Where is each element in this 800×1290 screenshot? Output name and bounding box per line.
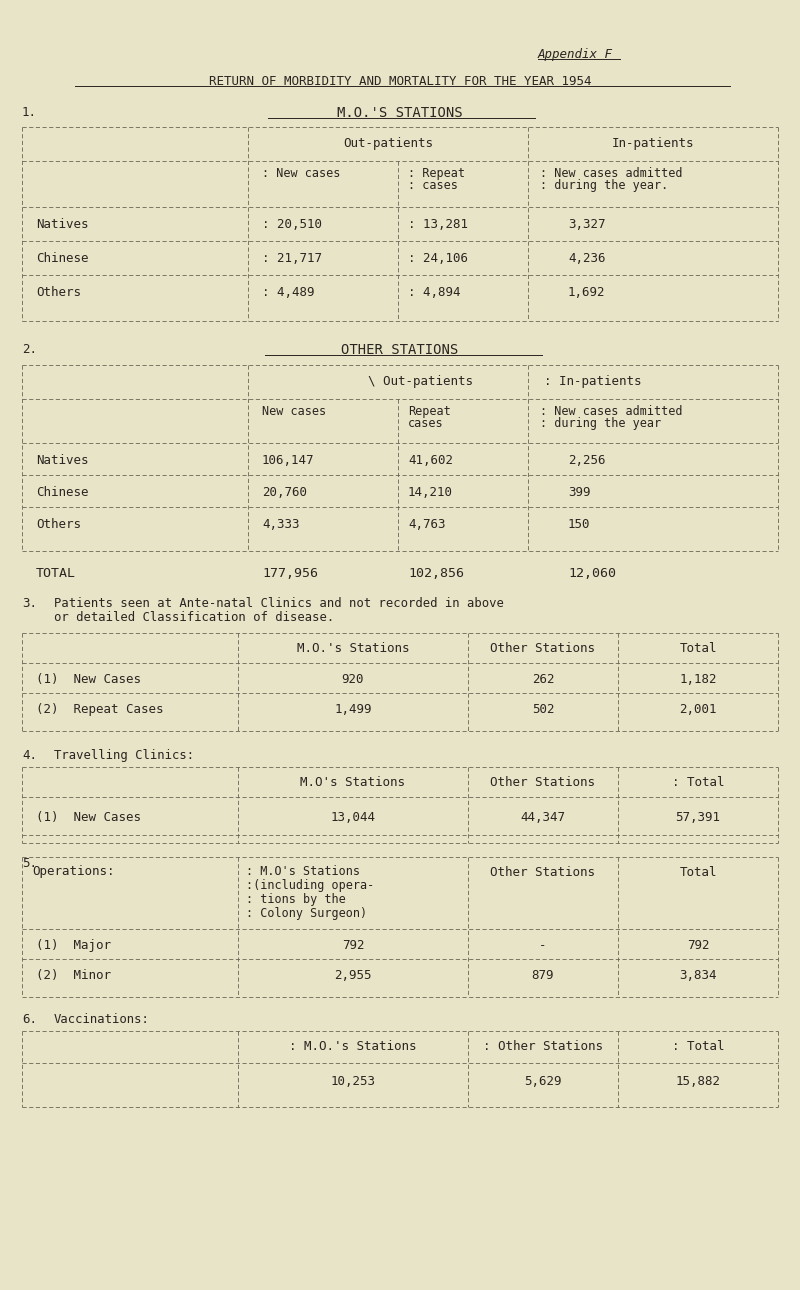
Text: : 24,106: : 24,106: [408, 252, 468, 264]
Text: 13,044: 13,044: [330, 811, 375, 824]
Text: Others: Others: [36, 286, 81, 299]
Text: 1,499: 1,499: [334, 703, 372, 716]
Text: : Total: : Total: [672, 777, 724, 789]
Text: : during the year.: : during the year.: [540, 179, 668, 192]
Text: : Colony Surgeon): : Colony Surgeon): [246, 907, 367, 920]
Text: TOTAL: TOTAL: [36, 568, 76, 580]
Text: 1,692: 1,692: [568, 286, 606, 299]
Text: Other Stations: Other Stations: [490, 777, 595, 789]
Text: RETURN OF MORBIDITY AND MORTALITY FOR THE YEAR 1954: RETURN OF MORBIDITY AND MORTALITY FOR TH…: [209, 75, 591, 88]
Text: 57,391: 57,391: [675, 811, 721, 824]
Text: 3,327: 3,327: [568, 218, 606, 231]
Text: (1)  New Cases: (1) New Cases: [36, 673, 141, 686]
Text: (1)  New Cases: (1) New Cases: [36, 811, 141, 824]
Text: Others: Others: [36, 519, 81, 531]
Text: 150: 150: [568, 519, 590, 531]
Text: 41,602: 41,602: [408, 454, 453, 467]
Text: : New cases admitted: : New cases admitted: [540, 405, 682, 418]
Text: Out-patients: Out-patients: [343, 137, 433, 150]
Text: 792: 792: [686, 939, 710, 952]
Text: Other Stations: Other Stations: [490, 642, 595, 655]
Text: : 4,894: : 4,894: [408, 286, 461, 299]
Text: : M.O.'s Stations: : M.O.'s Stations: [290, 1040, 417, 1053]
Text: 6.: 6.: [22, 1013, 37, 1026]
Text: : Other Stations: : Other Stations: [483, 1040, 603, 1053]
Text: 1,182: 1,182: [679, 673, 717, 686]
Text: 10,253: 10,253: [330, 1075, 375, 1087]
Text: 4,763: 4,763: [408, 519, 446, 531]
Text: : 20,510: : 20,510: [262, 218, 322, 231]
Text: : M.O's Stations: : M.O's Stations: [246, 866, 360, 878]
Text: 399: 399: [568, 486, 590, 499]
Text: New cases: New cases: [262, 405, 326, 418]
Text: Total: Total: [679, 642, 717, 655]
Text: 2,256: 2,256: [568, 454, 606, 467]
Text: Total: Total: [679, 866, 717, 878]
Text: 5.: 5.: [22, 857, 37, 869]
Text: Vaccinations:: Vaccinations:: [54, 1013, 150, 1026]
Text: 4.: 4.: [22, 749, 37, 762]
Text: (2)  Repeat Cases: (2) Repeat Cases: [36, 703, 163, 716]
Text: 106,147: 106,147: [262, 454, 314, 467]
Text: 44,347: 44,347: [521, 811, 566, 824]
Text: 879: 879: [532, 969, 554, 982]
Text: Natives: Natives: [36, 454, 89, 467]
Text: Travelling Clinics:: Travelling Clinics:: [54, 749, 194, 762]
Text: cases: cases: [408, 417, 444, 430]
Text: : cases: : cases: [408, 179, 458, 192]
Text: Chinese: Chinese: [36, 486, 89, 499]
Text: Other Stations: Other Stations: [490, 866, 595, 878]
Text: 12,060: 12,060: [568, 568, 616, 580]
Text: 102,856: 102,856: [408, 568, 464, 580]
Text: : during the year: : during the year: [540, 417, 661, 430]
Text: : 4,489: : 4,489: [262, 286, 314, 299]
Text: M.O.'s Stations: M.O.'s Stations: [297, 642, 410, 655]
Text: 2,001: 2,001: [679, 703, 717, 716]
Text: (1)  Major: (1) Major: [36, 939, 111, 952]
Text: 792: 792: [342, 939, 364, 952]
Text: 262: 262: [532, 673, 554, 686]
Text: Appendix F: Appendix F: [538, 48, 613, 61]
Text: M.O.'S STATIONS: M.O.'S STATIONS: [337, 106, 463, 120]
Text: 15,882: 15,882: [675, 1075, 721, 1087]
Text: : 21,717: : 21,717: [262, 252, 322, 264]
Text: :(including opera-: :(including opera-: [246, 878, 374, 891]
Text: -: -: [539, 939, 546, 952]
Text: 2.: 2.: [22, 343, 37, 356]
Text: 2,955: 2,955: [334, 969, 372, 982]
Text: 4,236: 4,236: [568, 252, 606, 264]
Text: : tions by the: : tions by the: [246, 893, 346, 906]
Text: (2)  Minor: (2) Minor: [36, 969, 111, 982]
Text: In-patients: In-patients: [612, 137, 694, 150]
Text: 3,834: 3,834: [679, 969, 717, 982]
Text: Chinese: Chinese: [36, 252, 89, 264]
Text: : Repeat: : Repeat: [408, 166, 465, 181]
Text: 1.: 1.: [22, 106, 37, 119]
Text: M.O's Stations: M.O's Stations: [301, 777, 406, 789]
Text: : Total: : Total: [672, 1040, 724, 1053]
Text: 5,629: 5,629: [524, 1075, 562, 1087]
Text: OTHER STATIONS: OTHER STATIONS: [342, 343, 458, 357]
Text: 502: 502: [532, 703, 554, 716]
Text: : New cases admitted: : New cases admitted: [540, 166, 682, 181]
Text: 14,210: 14,210: [408, 486, 453, 499]
Text: 920: 920: [342, 673, 364, 686]
Text: Natives: Natives: [36, 218, 89, 231]
Text: Repeat: Repeat: [408, 405, 450, 418]
Text: 4,333: 4,333: [262, 519, 299, 531]
Text: : New cases: : New cases: [262, 166, 340, 181]
Text: : 13,281: : 13,281: [408, 218, 468, 231]
Text: or detailed Classification of disease.: or detailed Classification of disease.: [54, 611, 334, 624]
Text: 3.: 3.: [22, 597, 37, 610]
Text: 177,956: 177,956: [262, 568, 318, 580]
Text: Operations:: Operations:: [32, 866, 114, 878]
Text: : In-patients: : In-patients: [544, 375, 642, 388]
Text: \ Out-patients: \ Out-patients: [368, 375, 473, 388]
Text: 20,760: 20,760: [262, 486, 307, 499]
Text: Patients seen at Ante-natal Clinics and not recorded in above: Patients seen at Ante-natal Clinics and …: [54, 597, 504, 610]
